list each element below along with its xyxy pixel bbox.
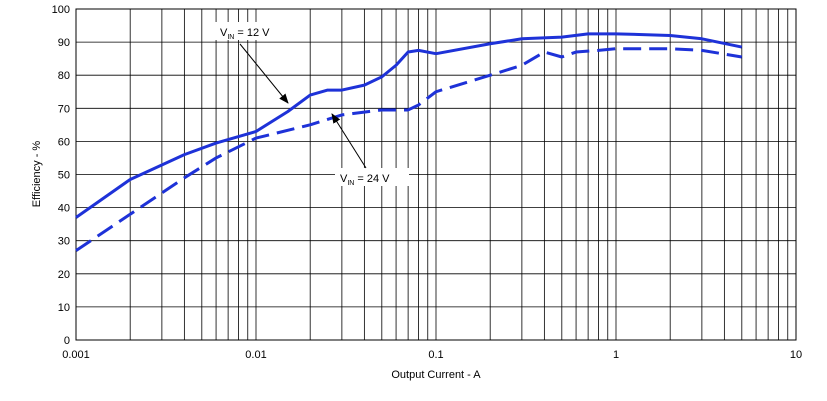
series-line bbox=[75, 47, 743, 252]
y-tick-label: 70 bbox=[58, 103, 70, 115]
annotation-arrow bbox=[239, 43, 289, 104]
series-line bbox=[75, 32, 743, 219]
y-axis-title: Efficiency - % bbox=[31, 141, 43, 208]
x-tick-label: 10 bbox=[790, 349, 802, 361]
y-tick-label: 60 bbox=[58, 136, 70, 148]
x-tick-label: 0.1 bbox=[428, 349, 443, 361]
y-tick-label: 40 bbox=[58, 203, 70, 215]
annotation-box bbox=[215, 22, 277, 40]
y-tick-label: 50 bbox=[58, 170, 70, 182]
x-tick-label: 0.001 bbox=[62, 349, 90, 361]
y-tick-label: 30 bbox=[58, 236, 70, 248]
annotation: VIN = 24 V bbox=[340, 173, 390, 187]
y-tick-label: 0 bbox=[64, 335, 70, 347]
x-tick-label: 0.01 bbox=[245, 349, 266, 361]
annotation-arrow bbox=[331, 113, 367, 169]
plot-border bbox=[75, 8, 797, 341]
x-tick-label: 1 bbox=[613, 349, 619, 361]
y-tick-label: 10 bbox=[58, 302, 70, 314]
y-tick-label: 90 bbox=[58, 37, 70, 49]
annotation-box bbox=[335, 168, 409, 186]
grid bbox=[75, 8, 797, 341]
plot-area bbox=[75, 32, 743, 252]
y-tick-label: 80 bbox=[58, 70, 70, 82]
annotation: VIN = 12 V bbox=[220, 27, 270, 41]
y-tick-label: 100 bbox=[52, 4, 70, 16]
x-axis-title: Output Current - A bbox=[391, 369, 481, 381]
y-tick-label: 20 bbox=[58, 269, 70, 281]
